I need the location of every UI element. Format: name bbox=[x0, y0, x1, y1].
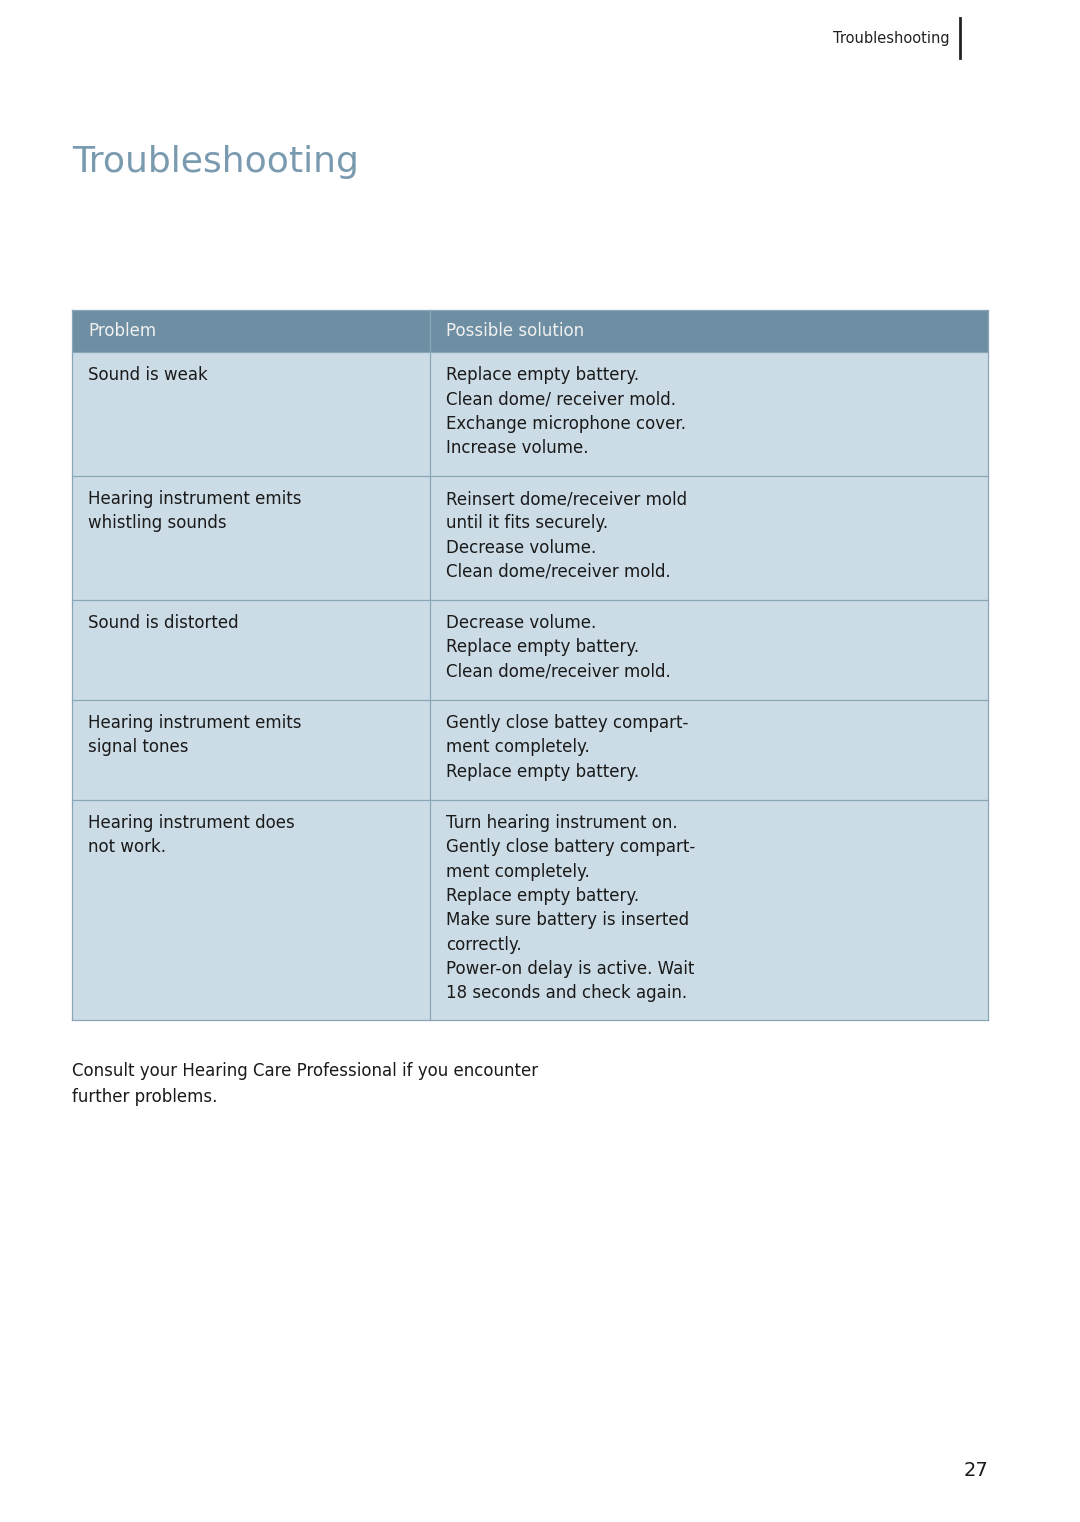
Text: Consult your Hearing Care Professional if you encounter: Consult your Hearing Care Professional i… bbox=[72, 1062, 538, 1081]
Text: Turn hearing instrument on.
Gently close battery compart-
ment completely.
Repla: Turn hearing instrument on. Gently close… bbox=[446, 814, 696, 1001]
Text: Gently close battey compart-
ment completely.
Replace empty battery.: Gently close battey compart- ment comple… bbox=[446, 714, 688, 781]
Text: further problems.: further problems. bbox=[72, 1088, 217, 1106]
Text: Troubleshooting: Troubleshooting bbox=[834, 30, 950, 46]
Text: Hearing instrument emits
signal tones: Hearing instrument emits signal tones bbox=[87, 714, 301, 756]
Text: Hearing instrument does
not work.: Hearing instrument does not work. bbox=[87, 814, 295, 857]
Text: 27: 27 bbox=[963, 1461, 988, 1479]
Bar bbox=[72, 352, 988, 476]
Text: Replace empty battery.
Clean dome/ receiver mold.
Exchange microphone cover.
Inc: Replace empty battery. Clean dome/ recei… bbox=[446, 365, 686, 457]
Text: Sound is distorted: Sound is distorted bbox=[87, 613, 239, 632]
Bar bbox=[72, 801, 988, 1020]
Bar bbox=[72, 700, 988, 801]
Text: Reinsert dome/receiver mold
until it fits securely.
Decrease volume.
Clean dome/: Reinsert dome/receiver mold until it fit… bbox=[446, 490, 687, 581]
Text: Possible solution: Possible solution bbox=[446, 323, 584, 339]
Bar bbox=[72, 476, 988, 600]
Text: Hearing instrument emits
whistling sounds: Hearing instrument emits whistling sound… bbox=[87, 490, 301, 533]
Text: Problem: Problem bbox=[87, 323, 157, 339]
Text: Troubleshooting: Troubleshooting bbox=[72, 145, 359, 180]
Text: Sound is weak: Sound is weak bbox=[87, 365, 207, 384]
Bar bbox=[72, 600, 988, 700]
Bar bbox=[72, 310, 988, 352]
Text: Decrease volume.
Replace empty battery.
Clean dome/receiver mold.: Decrease volume. Replace empty battery. … bbox=[446, 613, 671, 680]
